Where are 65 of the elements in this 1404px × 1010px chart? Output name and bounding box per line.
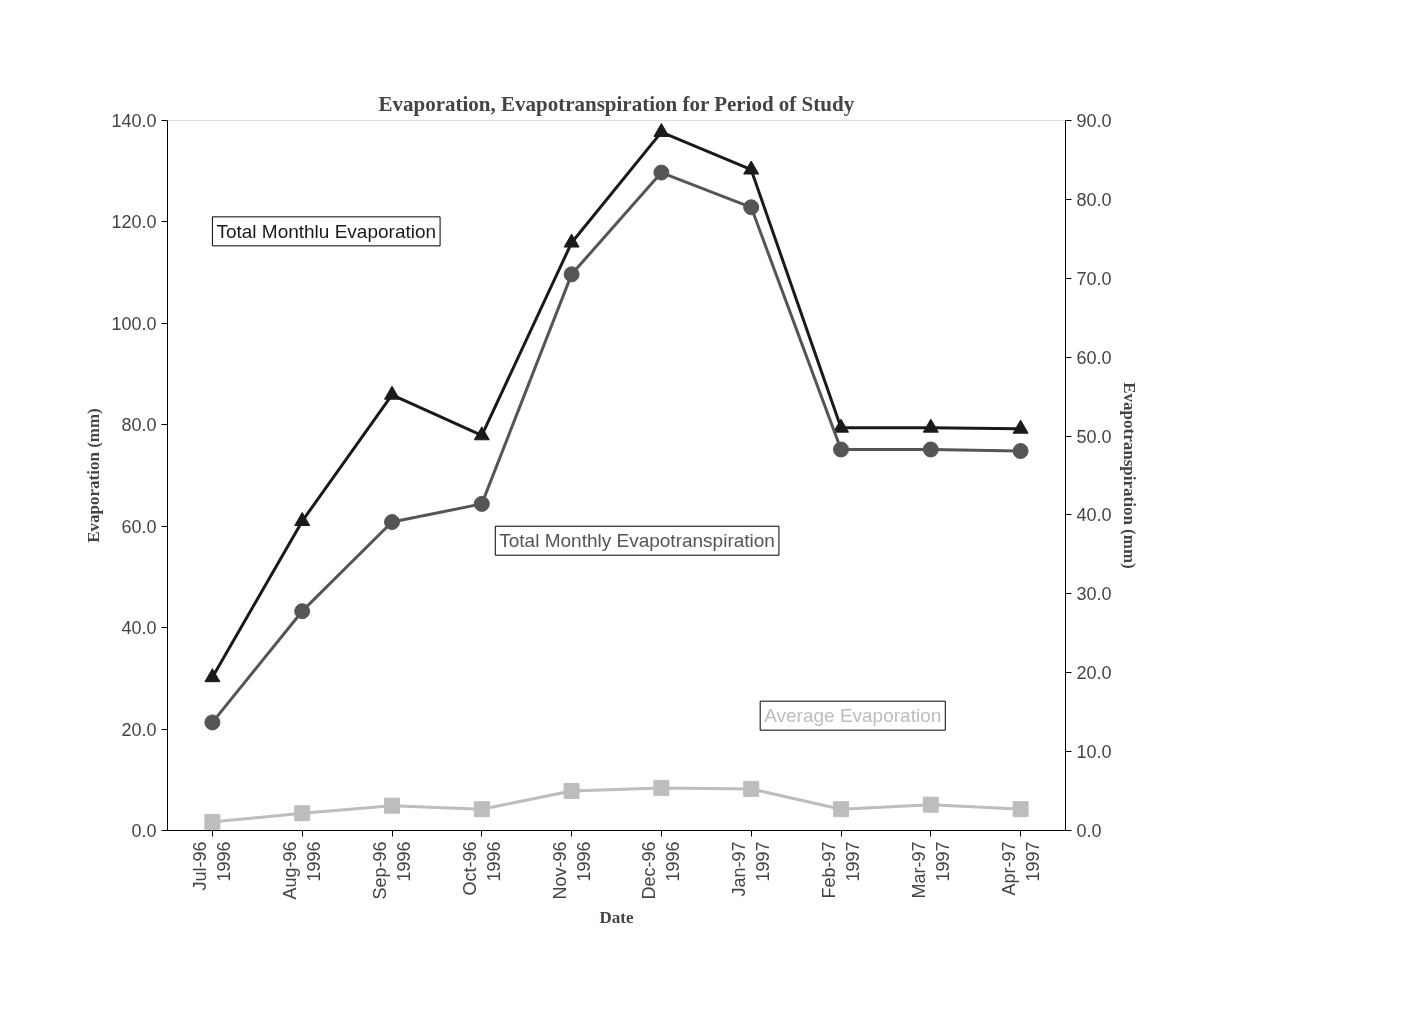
y-tick-label: 60.0 <box>121 516 157 537</box>
point <box>743 199 760 216</box>
y2-axis-title: Evapotranspiration (mm) <box>1119 382 1139 569</box>
point <box>294 603 311 620</box>
point <box>1012 419 1029 434</box>
point <box>743 160 760 175</box>
point <box>473 495 490 512</box>
chart-title: Evaporation, Evapotranspiration for Period of Study <box>378 91 855 116</box>
y-tick-label: 20.0 <box>121 719 157 740</box>
point <box>384 385 400 400</box>
point <box>833 801 849 818</box>
y2-tick-label: 20.0 <box>1076 663 1112 684</box>
point <box>204 714 221 731</box>
x-tick-label: Feb-97 1997 <box>819 841 863 899</box>
y-tick-label: 80.0 <box>121 415 157 436</box>
point <box>743 780 760 797</box>
point <box>833 418 849 433</box>
point <box>1012 443 1029 460</box>
y-axis-title: Evaporation (mm) <box>84 408 104 543</box>
x-tick-label: Nov-96 1996 <box>549 841 594 900</box>
x-tick-label: Oct-96 1996 <box>459 841 504 896</box>
y2-tick-label: 90.0 <box>1076 111 1112 131</box>
y2-tick-label: 40.0 <box>1076 505 1112 526</box>
y2-tick-label: 10.0 <box>1076 742 1112 763</box>
y-tick-label: 40.0 <box>121 618 157 639</box>
point <box>204 813 221 830</box>
x-tick-label: Sep-96 1996 <box>370 841 414 900</box>
point <box>294 511 311 526</box>
text: Average Evaporation <box>764 705 942 727</box>
y-tick-label: 140.0 <box>111 111 157 131</box>
point <box>922 796 939 813</box>
y2-tick-label: 0.0 <box>1076 821 1102 841</box>
point <box>204 668 221 683</box>
y-tick-label: 120.0 <box>111 212 157 233</box>
point <box>653 164 670 181</box>
point <box>1012 801 1029 818</box>
text: Total Monthlu Evaporation <box>216 220 437 242</box>
y2-tick-label: 70.0 <box>1076 268 1112 289</box>
x-tick-label: Mar-97 1997 <box>908 841 953 899</box>
x-tick-label: Apr-97 1997 <box>998 841 1043 896</box>
point <box>384 797 400 814</box>
y-tick-label: 100.0 <box>111 313 157 334</box>
x-tick-label: Jan-97 1997 <box>729 841 774 897</box>
point <box>473 426 490 441</box>
point <box>653 779 670 796</box>
point <box>473 801 490 818</box>
point <box>922 418 939 433</box>
point <box>922 441 939 458</box>
x-tick-label: Aug-96 1996 <box>280 841 325 900</box>
point <box>653 123 670 137</box>
y-tick-label: 0.0 <box>131 821 157 841</box>
point <box>833 441 849 458</box>
point <box>563 233 580 248</box>
y2-tick-label: 60.0 <box>1076 347 1112 368</box>
x-axis-title: Date <box>599 907 634 927</box>
point <box>563 266 580 283</box>
x-tick-label: Dec-96 1996 <box>639 841 684 900</box>
x-tick-label: Jul-96 1996 <box>190 841 235 891</box>
point <box>563 782 580 799</box>
point <box>294 805 311 822</box>
y2-tick-label: 50.0 <box>1076 426 1112 447</box>
y2-tick-label: 80.0 <box>1076 189 1112 210</box>
point <box>384 514 400 531</box>
y2-tick-label: 30.0 <box>1076 584 1112 605</box>
series-label: Total Monthly Evapotranspiration <box>499 530 775 552</box>
